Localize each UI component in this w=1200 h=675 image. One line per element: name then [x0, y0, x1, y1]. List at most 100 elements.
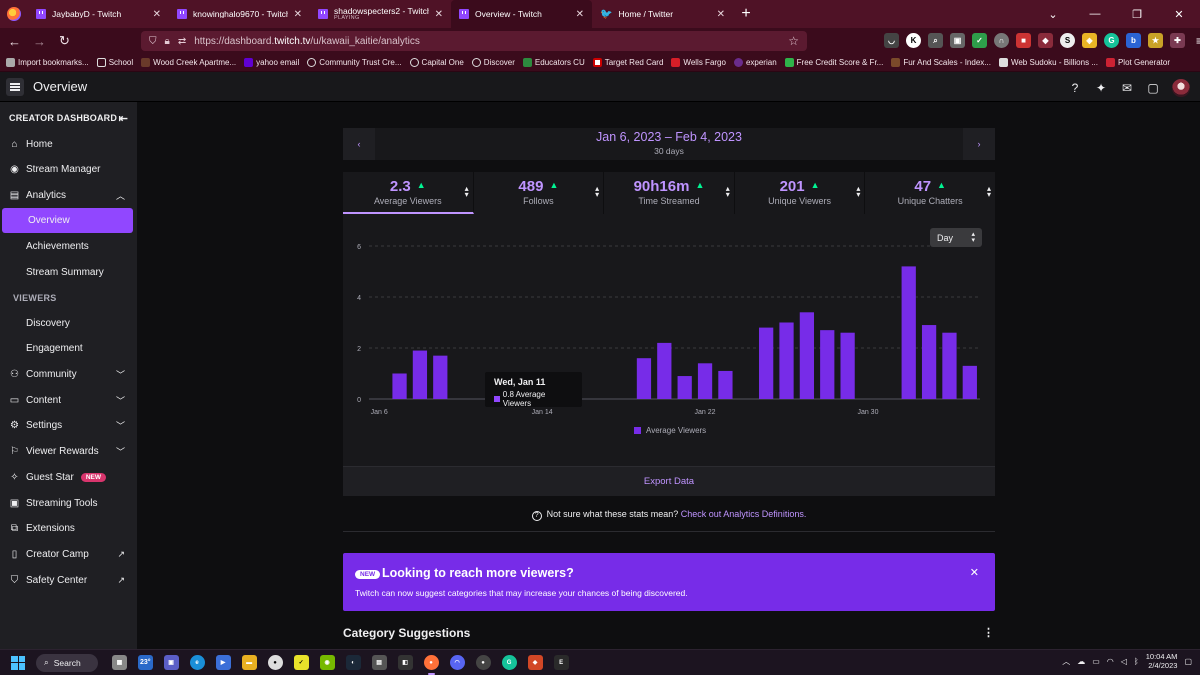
- bookmark-item[interactable]: Capital One: [409, 58, 464, 67]
- sidebar-item-guest-star[interactable]: ✧ Guest Star NEW: [0, 465, 137, 490]
- restore-icon[interactable]: ❐: [1132, 8, 1142, 21]
- sidebar-item-engagement[interactable]: Engagement: [26, 343, 83, 354]
- firefox-icon[interactable]: [0, 0, 28, 28]
- reload-icon[interactable]: ↻: [59, 33, 70, 48]
- more-options-icon[interactable]: ⋮: [983, 627, 994, 639]
- menu-icon[interactable]: ≡: [1195, 33, 1200, 48]
- bookmark-item[interactable]: Discover: [471, 58, 515, 67]
- bookmark-item[interactable]: Educators CU: [522, 58, 585, 67]
- url-bar[interactable]: ⛉ 🔒︎ ⇄ https://dashboard. twitch.tv/u/kaw…: [141, 31, 807, 51]
- back-icon[interactable]: ←: [8, 33, 21, 49]
- browser-tab-2[interactable]: knowinghalo9670 - Twitch ✕: [169, 0, 310, 28]
- sparkle-icon[interactable]: ✦: [1095, 81, 1107, 95]
- red-extension-icon[interactable]: ■: [1016, 33, 1031, 48]
- notes-app-icon[interactable]: ✓: [293, 655, 309, 670]
- sidebar-item-creator-camp[interactable]: ▯ Creator Camp ↗: [0, 542, 137, 567]
- chevron-up-icon[interactable]: ︿: [1062, 657, 1071, 667]
- extension-k-icon[interactable]: K: [906, 33, 921, 48]
- volume-icon[interactable]: ◁: [1120, 657, 1127, 667]
- date-range-label[interactable]: Jan 6, 2023 – Feb 4, 2023: [596, 130, 742, 144]
- inbox-icon[interactable]: ✉: [1121, 81, 1133, 95]
- puzzle-extensions-icon[interactable]: ✚: [1170, 33, 1185, 48]
- screenshot-extension-icon[interactable]: ▣: [950, 33, 965, 48]
- bookmark-item[interactable]: Web Sudoku - Billions ...: [998, 58, 1098, 67]
- sidebar-item-settings[interactable]: ⚙ Settings ﹀: [10, 420, 125, 431]
- sidebar-item-stream-manager[interactable]: ◉ Stream Manager: [10, 164, 101, 175]
- sidebar-item-viewer-rewards[interactable]: ⚐ Viewer Rewards ﹀: [10, 446, 125, 457]
- checkbox-extension-icon[interactable]: ✓: [972, 33, 987, 48]
- sidebar-item-safety-center[interactable]: ⛉ Safety Center ↗: [10, 575, 125, 586]
- grammarly-taskbar-icon[interactable]: G: [501, 655, 517, 670]
- file-explorer-icon[interactable]: ▬: [241, 655, 257, 670]
- nvidia-icon[interactable]: ◉: [319, 655, 335, 670]
- sidebar-item-streaming-tools[interactable]: ▣ Streaming Tools: [9, 498, 98, 509]
- sidebar-item-community[interactable]: ⚇ Community ﹀: [10, 369, 125, 380]
- discord-icon[interactable]: ◠: [449, 655, 465, 670]
- stat-tab-unique-chatters[interactable]: 47 ▲ Unique Chatters ▴ ▾: [865, 172, 995, 214]
- cloud-icon[interactable]: ☁: [1077, 657, 1086, 667]
- sidebar-item-extensions[interactable]: ⧉ Extensions: [10, 523, 75, 534]
- tab-list-icon[interactable]: ⌄: [1048, 8, 1058, 21]
- star-extension-icon[interactable]: ★: [1148, 33, 1163, 48]
- bookmark-item[interactable]: experian: [733, 58, 777, 67]
- weather-widget[interactable]: 23°: [138, 655, 153, 670]
- hamburger-menu-icon[interactable]: [6, 77, 24, 96]
- avatar[interactable]: [1172, 79, 1190, 97]
- alienware-icon[interactable]: ●: [267, 655, 283, 670]
- close-tab-icon[interactable]: ✕: [293, 8, 302, 20]
- headphones-extension-icon[interactable]: ∩: [994, 33, 1009, 48]
- permissions-icon[interactable]: ⇄: [177, 35, 187, 47]
- analytics-definitions-link[interactable]: Check out Analytics Definitions.: [680, 509, 807, 519]
- b-extension-icon[interactable]: b: [1126, 33, 1141, 48]
- forward-icon[interactable]: →: [33, 33, 46, 49]
- taskbar-clock[interactable]: 10:04 AM 2/4/2023: [1146, 652, 1178, 670]
- sidebar-item-discovery[interactable]: Discovery: [26, 318, 70, 329]
- bookmark-item[interactable]: Community Trust Cre...: [307, 58, 402, 67]
- lock-icon[interactable]: 🔒︎: [164, 35, 170, 47]
- app-icon[interactable]: ▤: [371, 655, 387, 670]
- bookmark-item[interactable]: Plot Generator: [1105, 58, 1170, 67]
- pocket-icon[interactable]: ◡: [884, 33, 899, 48]
- help-icon[interactable]: ?: [1071, 81, 1079, 95]
- browser-tab-5[interactable]: 🐦 Home / Twitter ✕: [592, 0, 733, 28]
- close-icon[interactable]: ✕: [969, 567, 979, 579]
- bookmark-item[interactable]: Wells Fargo: [671, 58, 726, 67]
- sidebar-item-overview[interactable]: Overview: [2, 208, 133, 233]
- browser-tab-4[interactable]: Overview - Twitch ✕: [451, 0, 592, 28]
- sidebar-item-content[interactable]: ▭ Content ﹀: [9, 395, 125, 406]
- app-icon[interactable]: ◧: [397, 655, 413, 670]
- s-extension-icon[interactable]: S: [1060, 33, 1075, 48]
- bookmark-item[interactable]: yahoo email: [244, 58, 299, 67]
- bookmark-item[interactable]: Fur And Scales - Index...: [891, 58, 991, 67]
- magnifier-extension-icon[interactable]: ⌕: [928, 33, 943, 48]
- export-data-button[interactable]: Export Data: [343, 466, 995, 496]
- stat-tab-unique-viewers[interactable]: 201 ▲ Unique Viewers ▴ ▾: [735, 172, 866, 214]
- bookmark-item[interactable]: Wood Creek Apartme...: [141, 58, 236, 67]
- previous-range-button[interactable]: ‹: [343, 128, 375, 160]
- bookmark-item[interactable]: Target Red Card: [592, 58, 663, 67]
- close-tab-icon[interactable]: ✕: [434, 8, 443, 20]
- sidebar-item-achievements[interactable]: Achievements: [26, 241, 89, 252]
- app-icon[interactable]: ●: [475, 655, 491, 670]
- new-tab-button[interactable]: +: [741, 5, 751, 22]
- epic-games-icon[interactable]: E: [553, 655, 569, 670]
- media-player-icon[interactable]: ▶: [215, 655, 231, 670]
- stat-tab-time-streamed[interactable]: 90h16m ▲ Time Streamed ▴ ▾: [604, 172, 735, 214]
- close-window-icon[interactable]: ✕: [1174, 8, 1184, 21]
- bookmark-star-icon[interactable]: ☆: [788, 34, 799, 48]
- sidebar-item-home[interactable]: ⌂ Home: [0, 132, 137, 157]
- stat-tab-average-viewers[interactable]: 2.3 ▲ Average Viewers ▴ ▾: [343, 172, 474, 214]
- sidebar-item-stream-summary[interactable]: Stream Summary: [26, 267, 104, 278]
- battery-icon[interactable]: ▭: [1092, 657, 1100, 667]
- bookmark-item[interactable]: School: [96, 58, 133, 67]
- edge-icon[interactable]: e: [189, 655, 205, 670]
- browser-tab-1[interactable]: JaybabyD - Twitch ✕: [28, 0, 169, 28]
- taskbar-search[interactable]: ⌕ Search: [36, 653, 98, 672]
- badge-extension-icon[interactable]: ◈: [1082, 33, 1097, 48]
- task-view-icon[interactable]: ▦: [112, 655, 127, 670]
- close-tab-icon[interactable]: ✕: [716, 8, 725, 20]
- app-icon[interactable]: ◆: [527, 655, 543, 670]
- stat-tab-follows[interactable]: 489 ▲ Follows ▴ ▾: [474, 172, 605, 214]
- bluetooth-icon[interactable]: ᛒ: [1133, 657, 1139, 667]
- sidebar-item-analytics[interactable]: ▤ Analytics ︿: [9, 190, 125, 201]
